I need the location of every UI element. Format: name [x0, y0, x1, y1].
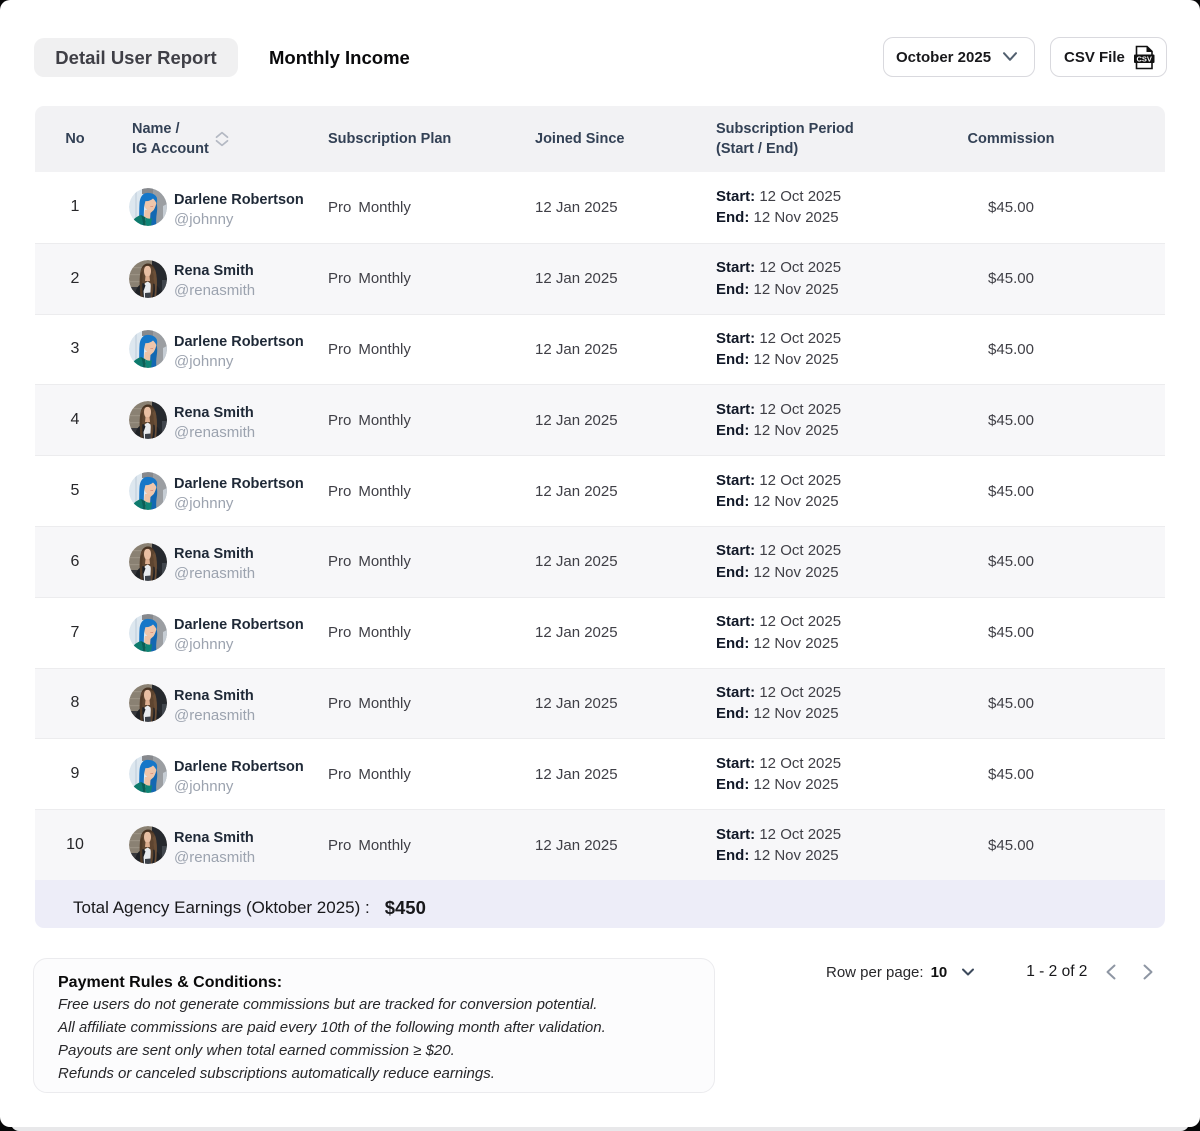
svg-text:CSV: CSV — [1136, 54, 1151, 63]
